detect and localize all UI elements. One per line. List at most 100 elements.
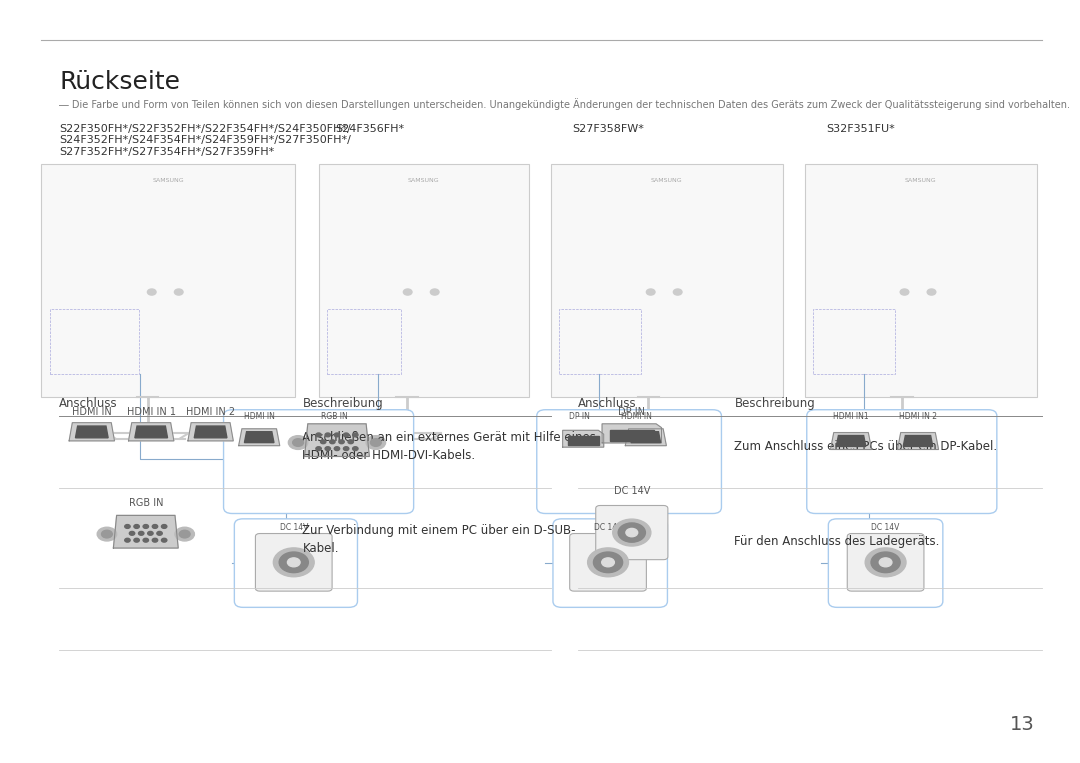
Circle shape xyxy=(152,539,158,542)
Text: Für den Anschluss des Ladegeräts.: Für den Anschluss des Ladegeräts. xyxy=(734,535,940,549)
Circle shape xyxy=(325,433,330,437)
FancyBboxPatch shape xyxy=(551,164,783,397)
Polygon shape xyxy=(135,426,167,438)
FancyBboxPatch shape xyxy=(41,164,295,397)
Polygon shape xyxy=(831,433,872,449)
Circle shape xyxy=(343,433,349,437)
Text: RGB IN: RGB IN xyxy=(129,498,163,508)
Polygon shape xyxy=(625,429,666,446)
Text: Anschließen an ein externes Gerät mit Hilfe eines
HDMI- oder HDMI-DVI-Kabels.: Anschließen an ein externes Gerät mit Hi… xyxy=(302,431,596,462)
Polygon shape xyxy=(188,423,233,441)
Text: DC 14V: DC 14V xyxy=(280,523,308,532)
FancyBboxPatch shape xyxy=(570,533,646,591)
Text: S27F358FW*: S27F358FW* xyxy=(572,124,645,134)
Text: DP IN: DP IN xyxy=(618,407,646,417)
Text: Anschluss: Anschluss xyxy=(59,398,118,410)
Polygon shape xyxy=(244,432,274,443)
Text: SAMSUNG: SAMSUNG xyxy=(905,178,936,183)
Circle shape xyxy=(618,523,646,542)
Circle shape xyxy=(102,530,112,538)
Circle shape xyxy=(366,436,386,449)
Circle shape xyxy=(343,446,349,450)
FancyBboxPatch shape xyxy=(805,164,1037,397)
Text: 13: 13 xyxy=(1010,715,1035,734)
Text: RGB IN: RGB IN xyxy=(322,412,348,421)
Polygon shape xyxy=(563,430,604,447)
Circle shape xyxy=(175,527,194,541)
Circle shape xyxy=(870,552,901,572)
Circle shape xyxy=(588,548,629,577)
Circle shape xyxy=(147,289,157,295)
Circle shape xyxy=(430,289,438,295)
Circle shape xyxy=(162,525,167,529)
Circle shape xyxy=(287,558,300,567)
Circle shape xyxy=(179,530,190,538)
Polygon shape xyxy=(76,426,108,438)
Polygon shape xyxy=(69,423,114,441)
Text: SAMSUNG: SAMSUNG xyxy=(408,178,440,183)
FancyBboxPatch shape xyxy=(807,410,997,513)
Text: SAMSUNG: SAMSUNG xyxy=(152,178,184,183)
Polygon shape xyxy=(897,433,939,449)
Text: S32F351FU*: S32F351FU* xyxy=(826,124,895,134)
Circle shape xyxy=(335,446,339,450)
Polygon shape xyxy=(194,426,227,438)
Polygon shape xyxy=(568,436,598,445)
Circle shape xyxy=(144,525,149,529)
Circle shape xyxy=(370,439,381,446)
Circle shape xyxy=(352,446,359,450)
Text: Rückseite: Rückseite xyxy=(59,70,180,94)
Circle shape xyxy=(321,439,326,444)
Polygon shape xyxy=(603,424,661,443)
Text: Zum Anschluss eines PCs über ein DP-Kabel.: Zum Anschluss eines PCs über ein DP-Kabe… xyxy=(734,439,998,453)
Text: ― Die Farbe und Form von Teilen können sich von diesen Darstellungen unterscheid: ― Die Farbe und Form von Teilen können s… xyxy=(59,98,1070,110)
Text: DC 14V: DC 14V xyxy=(613,487,650,497)
Circle shape xyxy=(339,439,345,444)
FancyBboxPatch shape xyxy=(553,519,667,607)
Polygon shape xyxy=(113,516,178,548)
Circle shape xyxy=(148,531,153,536)
Text: HDMI IN: HDMI IN xyxy=(72,407,111,417)
Circle shape xyxy=(288,436,308,449)
Text: HDMI IN 2: HDMI IN 2 xyxy=(899,412,937,421)
Circle shape xyxy=(348,439,353,444)
FancyBboxPatch shape xyxy=(256,533,333,591)
Circle shape xyxy=(865,548,906,577)
Circle shape xyxy=(626,529,637,536)
Circle shape xyxy=(646,289,656,295)
Circle shape xyxy=(901,289,909,295)
Circle shape xyxy=(97,527,117,541)
Text: DC 14V: DC 14V xyxy=(594,523,622,532)
Text: HDMI IN1: HDMI IN1 xyxy=(834,412,868,421)
Text: Beschreibung: Beschreibung xyxy=(734,398,815,410)
Polygon shape xyxy=(631,432,661,443)
Polygon shape xyxy=(239,429,280,446)
Circle shape xyxy=(162,539,167,542)
Polygon shape xyxy=(129,423,174,441)
Text: HDMI IN 1: HDMI IN 1 xyxy=(126,407,176,417)
Circle shape xyxy=(403,289,413,295)
FancyBboxPatch shape xyxy=(234,519,357,607)
Circle shape xyxy=(130,531,135,536)
Circle shape xyxy=(594,552,622,572)
Text: SAMSUNG: SAMSUNG xyxy=(651,178,683,183)
Circle shape xyxy=(152,525,158,529)
Text: DP IN: DP IN xyxy=(569,412,590,421)
FancyBboxPatch shape xyxy=(537,410,721,513)
Circle shape xyxy=(325,446,330,450)
Text: HDMI IN: HDMI IN xyxy=(244,412,274,421)
Polygon shape xyxy=(836,436,866,446)
Circle shape xyxy=(293,439,303,446)
Text: HDMI IN: HDMI IN xyxy=(621,412,651,421)
Circle shape xyxy=(157,531,162,536)
Text: HDMI IN 2: HDMI IN 2 xyxy=(186,407,235,417)
FancyBboxPatch shape xyxy=(596,506,667,560)
Circle shape xyxy=(280,552,309,572)
Circle shape xyxy=(134,539,139,542)
Text: Zur Verbindung mit einem PC über ein D-SUB-
Kabel.: Zur Verbindung mit einem PC über ein D-S… xyxy=(302,524,576,555)
Circle shape xyxy=(602,558,615,567)
Text: S22F350FH*/S22F352FH*/S22F354FH*/S24F350FH*/
S24F352FH*/S24F354FH*/S24F359FH*/S2: S22F350FH*/S22F352FH*/S22F354FH*/S24F350… xyxy=(59,124,351,157)
Polygon shape xyxy=(305,424,369,456)
FancyBboxPatch shape xyxy=(828,519,943,607)
Circle shape xyxy=(273,548,314,577)
